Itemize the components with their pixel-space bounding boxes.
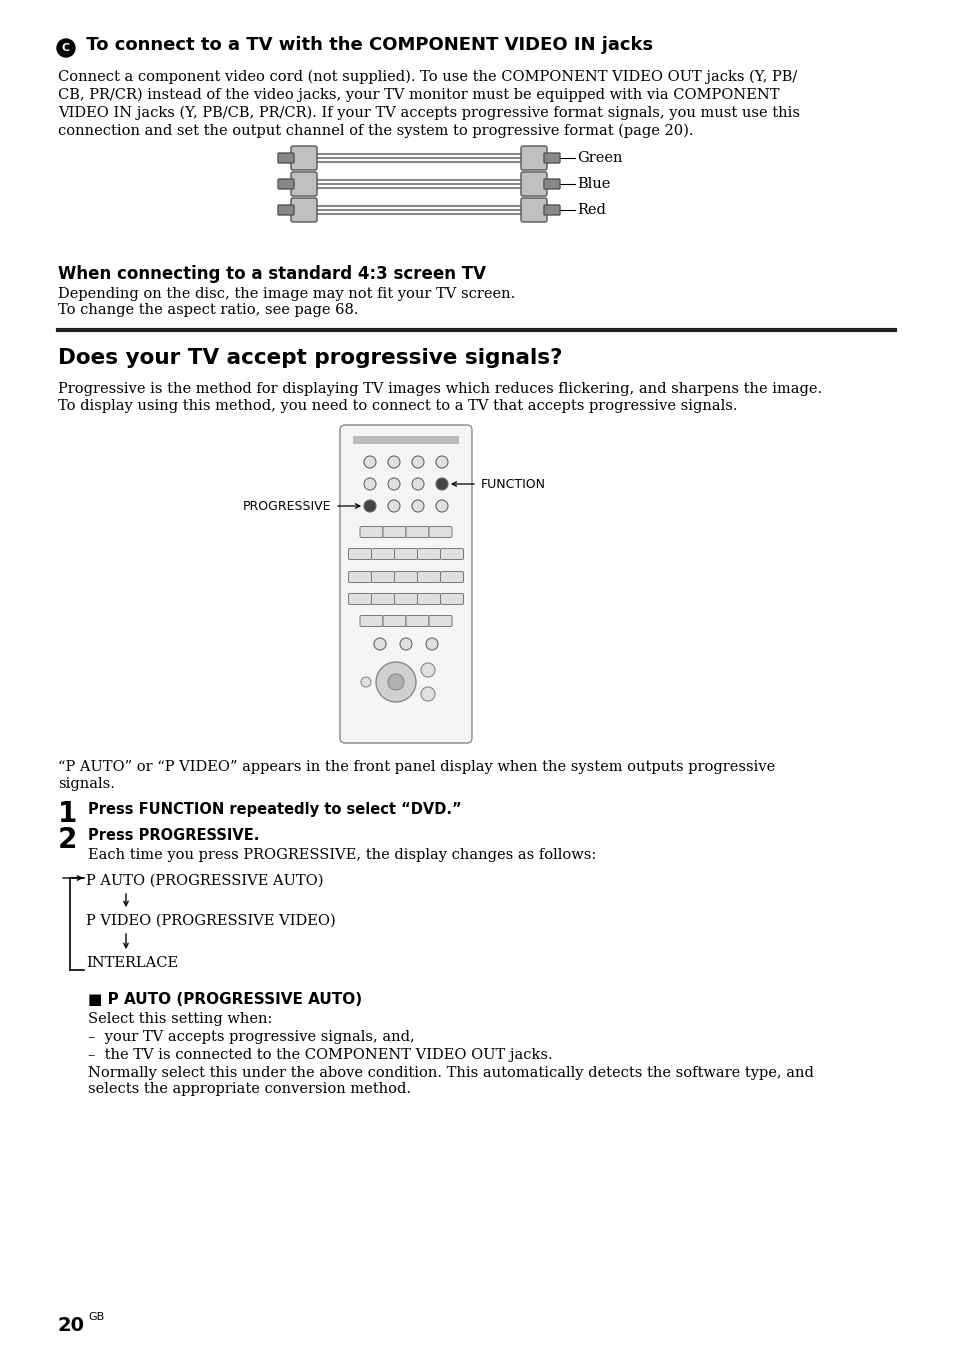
- FancyBboxPatch shape: [359, 526, 382, 538]
- Circle shape: [388, 479, 399, 489]
- FancyBboxPatch shape: [291, 172, 316, 196]
- Text: Green: Green: [577, 151, 622, 165]
- Text: +: +: [423, 665, 432, 675]
- Text: –  the TV is connected to the COMPONENT VIDEO OUT jacks.: – the TV is connected to the COMPONENT V…: [88, 1048, 552, 1063]
- Bar: [353, 435, 458, 443]
- FancyBboxPatch shape: [371, 594, 395, 604]
- FancyBboxPatch shape: [406, 615, 429, 626]
- Circle shape: [426, 638, 437, 650]
- Circle shape: [374, 638, 386, 650]
- Text: Does your TV accept progressive signals?: Does your TV accept progressive signals?: [58, 347, 562, 368]
- FancyBboxPatch shape: [371, 549, 395, 560]
- Text: 20: 20: [58, 1315, 85, 1334]
- FancyBboxPatch shape: [395, 572, 417, 583]
- Circle shape: [57, 39, 75, 57]
- Text: Connect a component video cord (not supplied). To use the COMPONENT VIDEO OUT ja: Connect a component video cord (not supp…: [58, 70, 797, 84]
- FancyBboxPatch shape: [277, 206, 294, 215]
- FancyBboxPatch shape: [520, 197, 546, 222]
- FancyBboxPatch shape: [395, 549, 417, 560]
- FancyBboxPatch shape: [520, 172, 546, 196]
- FancyBboxPatch shape: [543, 153, 559, 164]
- Text: INTERLACE: INTERLACE: [86, 956, 178, 969]
- FancyBboxPatch shape: [359, 615, 382, 626]
- Text: P AUTO (PROGRESSIVE AUTO): P AUTO (PROGRESSIVE AUTO): [86, 873, 323, 888]
- Text: GB: GB: [88, 1311, 104, 1322]
- FancyBboxPatch shape: [440, 572, 463, 583]
- Text: Press FUNCTION repeatedly to select “DVD.”: Press FUNCTION repeatedly to select “DVD…: [88, 802, 461, 817]
- Text: FUNCTION: FUNCTION: [480, 477, 545, 491]
- Text: CB, PR/CR) instead of the video jacks, your TV monitor must be equipped with via: CB, PR/CR) instead of the video jacks, y…: [58, 88, 779, 103]
- Text: 2: 2: [58, 826, 77, 854]
- Circle shape: [360, 677, 371, 687]
- FancyBboxPatch shape: [440, 549, 463, 560]
- FancyBboxPatch shape: [395, 594, 417, 604]
- FancyBboxPatch shape: [440, 594, 463, 604]
- FancyBboxPatch shape: [417, 594, 440, 604]
- FancyBboxPatch shape: [348, 549, 371, 560]
- Text: 1: 1: [58, 800, 77, 827]
- Circle shape: [412, 500, 423, 512]
- Text: C: C: [62, 43, 70, 53]
- Circle shape: [375, 662, 416, 702]
- Text: To connect to a TV with the COMPONENT VIDEO IN jacks: To connect to a TV with the COMPONENT VI…: [80, 37, 653, 54]
- FancyBboxPatch shape: [382, 615, 406, 626]
- Text: ■ P AUTO (PROGRESSIVE AUTO): ■ P AUTO (PROGRESSIVE AUTO): [88, 992, 362, 1007]
- Text: Normally select this under the above condition. This automatically detects the s: Normally select this under the above con…: [88, 1065, 813, 1080]
- Circle shape: [420, 687, 435, 700]
- FancyBboxPatch shape: [429, 615, 452, 626]
- Circle shape: [364, 479, 375, 489]
- Text: Press PROGRESSIVE.: Press PROGRESSIVE.: [88, 827, 259, 844]
- Text: signals.: signals.: [58, 777, 114, 791]
- FancyBboxPatch shape: [406, 526, 429, 538]
- Text: –  your TV accepts progressive signals, and,: – your TV accepts progressive signals, a…: [88, 1030, 415, 1044]
- FancyBboxPatch shape: [417, 572, 440, 583]
- FancyBboxPatch shape: [382, 526, 406, 538]
- FancyBboxPatch shape: [348, 572, 371, 583]
- Text: PROGRESSIVE: PROGRESSIVE: [242, 499, 331, 512]
- FancyBboxPatch shape: [417, 549, 440, 560]
- Circle shape: [412, 479, 423, 489]
- Text: VIDEO IN jacks (Y, PB/CB, PR/CR). If your TV accepts progressive format signals,: VIDEO IN jacks (Y, PB/CB, PR/CR). If you…: [58, 105, 800, 120]
- Text: Red: Red: [577, 203, 605, 218]
- Circle shape: [364, 456, 375, 468]
- FancyBboxPatch shape: [371, 572, 395, 583]
- Text: When connecting to a standard 4:3 screen TV: When connecting to a standard 4:3 screen…: [58, 265, 485, 283]
- Circle shape: [399, 638, 412, 650]
- FancyBboxPatch shape: [543, 178, 559, 189]
- Circle shape: [436, 500, 448, 512]
- FancyBboxPatch shape: [339, 425, 472, 744]
- FancyBboxPatch shape: [277, 153, 294, 164]
- Circle shape: [388, 500, 399, 512]
- Text: Select this setting when:: Select this setting when:: [88, 1013, 273, 1026]
- FancyBboxPatch shape: [348, 594, 371, 604]
- Circle shape: [412, 456, 423, 468]
- FancyBboxPatch shape: [291, 146, 316, 170]
- FancyBboxPatch shape: [520, 146, 546, 170]
- Circle shape: [388, 675, 403, 690]
- FancyBboxPatch shape: [429, 526, 452, 538]
- Text: −: −: [423, 690, 432, 699]
- Text: Each time you press PROGRESSIVE, the display changes as follows:: Each time you press PROGRESSIVE, the dis…: [88, 848, 596, 863]
- Text: To display using this method, you need to connect to a TV that accepts progressi: To display using this method, you need t…: [58, 399, 737, 412]
- Circle shape: [388, 456, 399, 468]
- Circle shape: [436, 479, 448, 489]
- Text: selects the appropriate conversion method.: selects the appropriate conversion metho…: [88, 1082, 411, 1096]
- Text: Depending on the disc, the image may not fit your TV screen.: Depending on the disc, the image may not…: [58, 287, 515, 301]
- Text: P VIDEO (PROGRESSIVE VIDEO): P VIDEO (PROGRESSIVE VIDEO): [86, 914, 335, 927]
- Circle shape: [364, 500, 375, 512]
- FancyBboxPatch shape: [291, 197, 316, 222]
- Text: connection and set the output channel of the system to progressive format (page : connection and set the output channel of…: [58, 124, 693, 138]
- Text: Progressive is the method for displaying TV images which reduces flickering, and: Progressive is the method for displaying…: [58, 383, 821, 396]
- FancyBboxPatch shape: [543, 206, 559, 215]
- Text: To change the aspect ratio, see page 68.: To change the aspect ratio, see page 68.: [58, 303, 358, 316]
- Circle shape: [436, 456, 448, 468]
- Text: “P AUTO” or “P VIDEO” appears in the front panel display when the system outputs: “P AUTO” or “P VIDEO” appears in the fro…: [58, 760, 775, 773]
- FancyBboxPatch shape: [277, 178, 294, 189]
- Text: Blue: Blue: [577, 177, 610, 191]
- Circle shape: [420, 662, 435, 677]
